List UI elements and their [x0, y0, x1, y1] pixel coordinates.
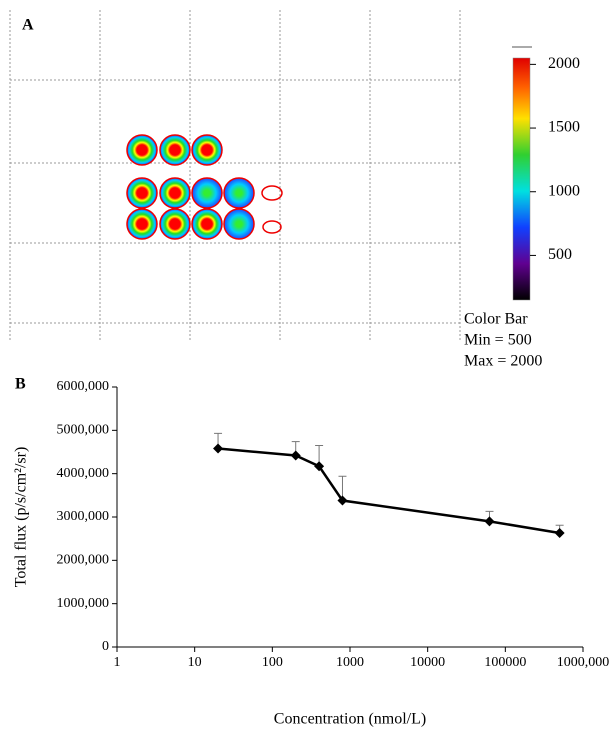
colorbar-caption: Color Bar — [464, 311, 528, 328]
colorbar-caption: Max = 2000 — [464, 353, 542, 370]
x-tick-label: 10000 — [410, 655, 445, 670]
marker — [555, 528, 565, 538]
marker — [291, 450, 301, 460]
line — [218, 449, 560, 534]
colorbar-tick-label: 2000 — [548, 55, 580, 72]
y-axis-label: Total flux (p/s/cm²/sr) — [13, 447, 30, 588]
y-tick-label: 4000,000 — [57, 466, 110, 481]
x-tick-label: 1 — [114, 655, 121, 670]
x-tick-label: 1000 — [336, 655, 364, 670]
page: A B Concentration (nmol/L) Total flux (p… — [0, 0, 614, 734]
x-axis-label: Concentration (nmol/L) — [274, 711, 426, 728]
x-tick-label: 10 — [188, 655, 202, 670]
x-tick-label: 100000 — [484, 655, 526, 670]
x-tick-label: 1000,000 — [557, 655, 610, 670]
y-tick-label: 6000,000 — [57, 379, 110, 394]
colorbar-tick-label: 1500 — [548, 119, 580, 136]
y-tick-label: 1000,000 — [57, 596, 110, 611]
panel-label: B — [15, 376, 26, 393]
colorbar-caption: Min = 500 — [464, 332, 532, 349]
x-tick-label: 100 — [262, 655, 283, 670]
y-tick-label: 3000,000 — [57, 509, 110, 524]
y-tick-label: 5000,000 — [57, 423, 110, 438]
marker — [213, 444, 223, 454]
figure: A B Concentration (nmol/L) Total flux (p… — [0, 0, 614, 734]
colorbar-tick-label: 1000 — [548, 182, 580, 199]
panel-a-image — [10, 10, 532, 340]
panel-label: A — [22, 17, 34, 34]
colorbar-tick-label: 500 — [548, 246, 572, 263]
y-tick-label: 0 — [102, 639, 109, 654]
y-tick-label: 2000,000 — [57, 553, 110, 568]
marker — [484, 516, 494, 526]
